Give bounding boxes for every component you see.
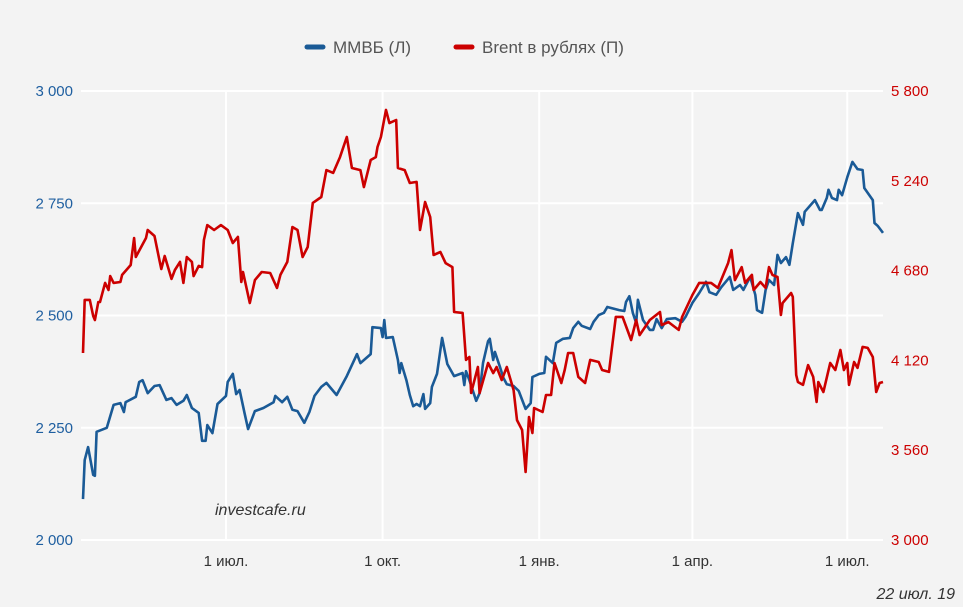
series-lines — [81, 108, 885, 500]
grid — [81, 90, 883, 541]
right-axis-tick-label: 4 680 — [891, 263, 929, 280]
left-axis-tick-label: 2 750 — [35, 195, 73, 212]
left-axis-tick-label: 2 250 — [35, 420, 73, 437]
left-axis-tick-label: 2 500 — [35, 308, 73, 325]
legend: ММВБ (Л) Brent в рублях (П) — [304, 38, 624, 57]
left-axis-tick-label: 2 000 — [35, 532, 73, 549]
right-axis-tick-label: 5 800 — [891, 83, 929, 100]
series-line-brent-rub — [81, 108, 884, 474]
right-axis-tick-label: 5 240 — [891, 173, 929, 190]
series-line-mmvb — [81, 160, 885, 500]
right-axis-tick-label: 3 560 — [891, 442, 929, 459]
x-axis-tick-label: 1 апр. — [672, 553, 713, 570]
right-axis-tick-label: 3 000 — [891, 532, 929, 549]
left-axis-tick-label: 3 000 — [35, 83, 73, 100]
date-stamp: 22 июл. 19 — [875, 586, 955, 603]
x-axis-tick-label: 1 окт. — [364, 553, 401, 570]
watermark: investcafe.ru — [215, 502, 306, 519]
right-axis-tick-label: 4 120 — [891, 352, 929, 369]
x-axis-tick-label: 1 янв. — [519, 553, 560, 570]
legend-label: ММВБ (Л) — [333, 38, 411, 57]
x-axis-tick-label: 1 июл. — [825, 553, 870, 570]
x-axis-tick-label: 1 июл. — [204, 553, 249, 570]
axis-ticks: 2 000 2 250 2 500 2 750 3 000 3 000 3 560 4 120… — [35, 83, 928, 570]
legend-label: Brent в рублях (П) — [482, 38, 624, 57]
